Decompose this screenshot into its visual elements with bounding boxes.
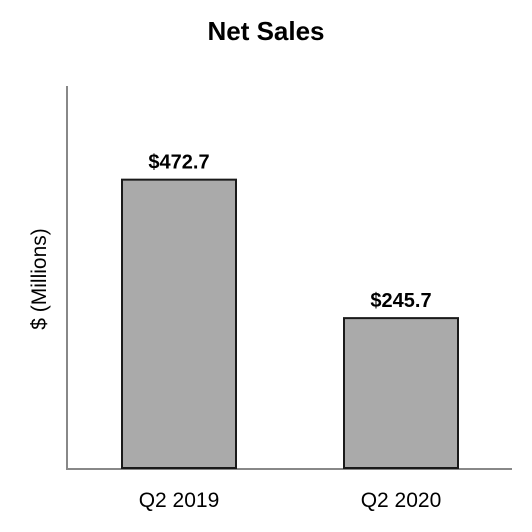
y-axis-label: $ (Millions) [28, 228, 51, 330]
x-tick-label-q2-2020: Q2 2020 [361, 489, 442, 512]
data-label-q2-2020: $245.7 [370, 290, 431, 312]
bar-q2-2019 [121, 178, 237, 469]
chart-title: Net Sales [207, 16, 324, 46]
x-tick-label-q2-2019: Q2 2019 [139, 489, 220, 512]
data-label-q2-2019: $472.7 [148, 152, 209, 174]
bar-q2-2020 [343, 317, 459, 469]
